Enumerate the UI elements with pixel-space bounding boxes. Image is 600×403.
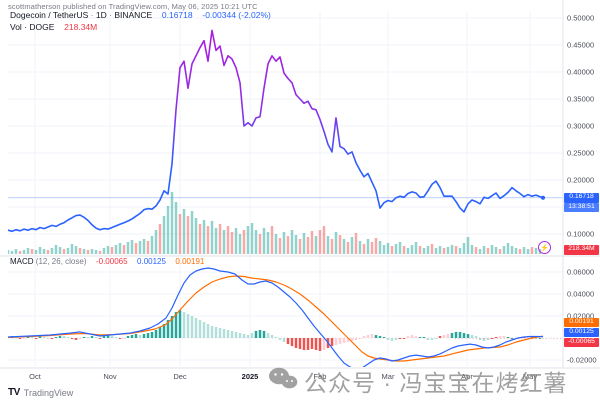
legend-separator2: · (109, 10, 112, 20)
macd-signal-value: 0.00191 (175, 257, 205, 266)
tradingview-wordmark[interactable]: TradingView (23, 387, 74, 398)
macd-params: (12, 26, close) (35, 257, 87, 266)
last-price-badge[interactable]: 0.16718 (564, 193, 599, 203)
macd-name: MACD (10, 257, 34, 266)
symbol-exchange: BINANCE (114, 10, 153, 20)
bar-countdown-badge: 13:38:51 (564, 202, 599, 212)
legend-change: -0.00344 (-2.02%) (202, 10, 271, 20)
wechat-watermark: 公众号 · 冯宝宝在烤红薯 (268, 364, 567, 398)
macd-legend[interactable]: MACD (12, 26, close) -0.00065 0.00125 0.… (10, 257, 204, 266)
price-axis-label: 0.35000 (567, 94, 595, 104)
price-axis-label: 0.25000 (567, 148, 595, 158)
macd-axis-label: -0.02000 (567, 355, 597, 365)
price-series (8, 29, 544, 233)
time-axis-label: 2025 (241, 372, 259, 381)
time-axis-label: Mar (381, 372, 395, 381)
macd-line-badge: 0.00125 (564, 327, 599, 337)
price-axis-label: 0.20000 (567, 175, 595, 185)
time-axis-label: May (522, 372, 538, 381)
time-axis-label: Apr (461, 372, 473, 381)
time-axis-label: Dec (173, 372, 187, 381)
attribution-text: scottmatherson published on TradingView.… (8, 2, 258, 11)
macd-axis-label: 0.04000 (567, 289, 595, 299)
macd-hist-value: -0.00065 (95, 257, 128, 266)
price-axis-label: 0.10000 (567, 229, 595, 239)
time-axis-label: Feb (313, 372, 327, 381)
macd-signal-badge: 0.00191 (564, 317, 599, 327)
legend-last-price: 0.16718 (161, 10, 193, 20)
volume-series (8, 192, 542, 254)
macd-hist-badge: -0.00065 (564, 337, 599, 347)
tradingview-logo-icon[interactable]: TV (8, 387, 20, 398)
price-axis-label: 0.40000 (567, 67, 595, 77)
last-price-dot (541, 195, 545, 200)
price-axis-label: 0.50000 (567, 13, 595, 23)
macd-series (8, 267, 544, 367)
watermark-text: 公众号 · 冯宝宝在烤红薯 (304, 370, 568, 396)
price-axis-label: 0.45000 (567, 40, 595, 50)
macd-axis-label: 0.06000 (567, 267, 595, 277)
symbol-name: Dogecoin / TetherUS (10, 10, 89, 20)
volume-badge: 218.34M (564, 245, 599, 255)
wechat-icon (268, 366, 298, 397)
symbol-legend[interactable]: Dogecoin / TetherUS · 1D · BINANCE 0.167… (10, 10, 271, 20)
volume-label: Vol · DOGE (10, 21, 55, 32)
price-axis-label: 0.30000 (567, 121, 595, 131)
macd-axis-label: 0.02000 (567, 311, 595, 321)
legend-separator: · (90, 10, 94, 20)
symbol-interval: 1D (95, 10, 107, 20)
time-axis-label: Nov (103, 372, 117, 381)
volume-value: 218.34M (64, 21, 98, 32)
tradingview-footer[interactable]: TV TradingView (8, 387, 73, 398)
time-axis-label: Oct (29, 372, 41, 381)
macd-line-value: 0.00125 (137, 257, 166, 266)
sticker-lightning-icon: ⚡ (538, 241, 551, 254)
volume-legend[interactable]: Vol · DOGE 218.34M (10, 22, 97, 32)
